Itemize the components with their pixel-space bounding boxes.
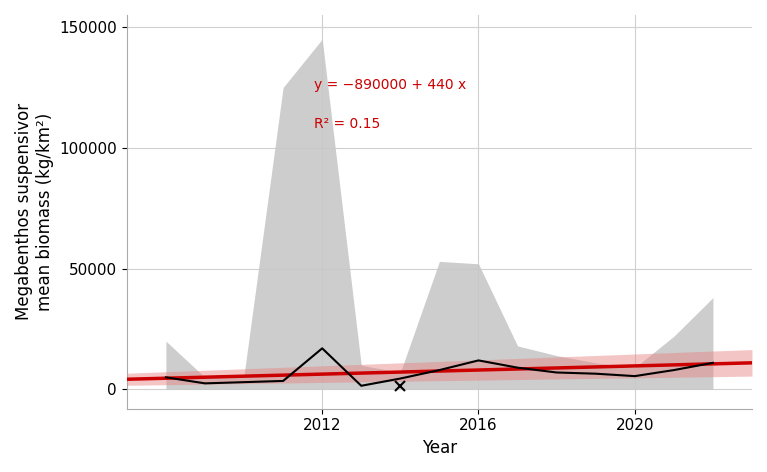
Y-axis label: Megabenthos suspensivor
mean biomass (kg/km²): Megabenthos suspensivor mean biomass (kg… bbox=[15, 103, 54, 320]
Text: R² = 0.15: R² = 0.15 bbox=[314, 118, 380, 131]
Text: y = −890000 + 440 x: y = −890000 + 440 x bbox=[314, 78, 466, 92]
X-axis label: Year: Year bbox=[422, 439, 457, 457]
